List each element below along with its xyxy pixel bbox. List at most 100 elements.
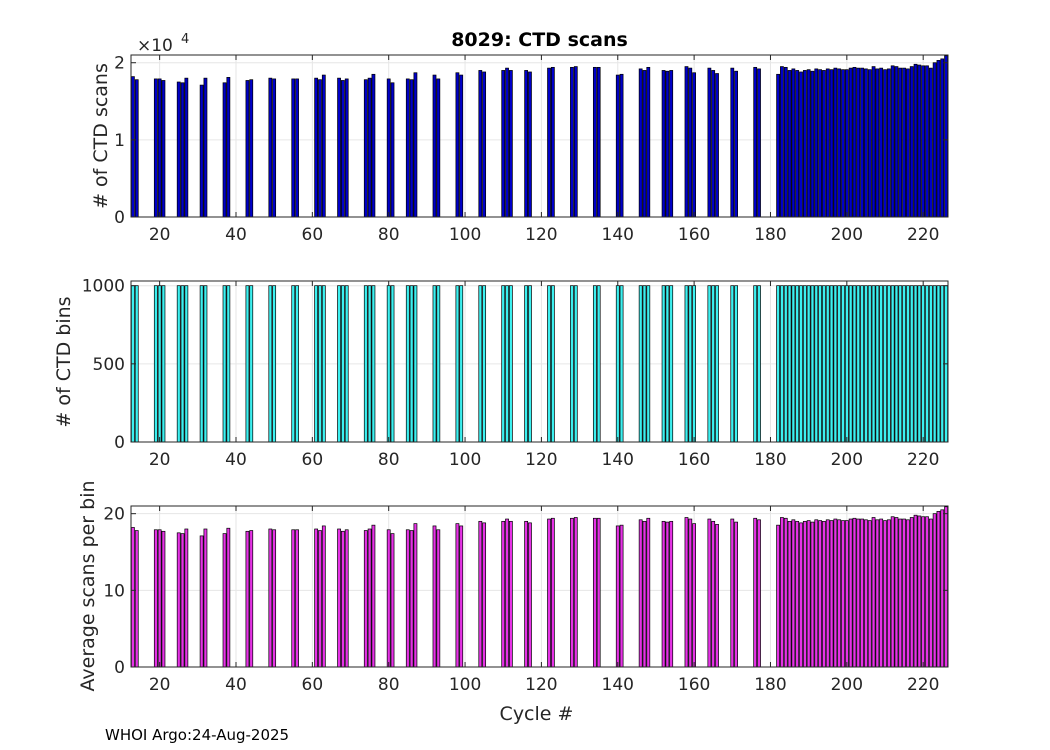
bar — [203, 77, 208, 218]
bar — [222, 533, 227, 668]
bar — [615, 525, 620, 668]
bar — [886, 68, 891, 218]
bar — [524, 70, 529, 218]
bar — [249, 79, 254, 218]
bar — [688, 285, 693, 443]
bar — [913, 514, 918, 668]
x-tick-label: 180 — [754, 450, 786, 470]
bar — [318, 530, 322, 668]
bar — [909, 66, 914, 218]
bar — [176, 285, 181, 443]
bar — [844, 520, 849, 668]
bar — [867, 520, 872, 668]
bar — [833, 285, 838, 443]
bar — [936, 511, 941, 668]
bar — [799, 71, 803, 218]
bar — [390, 82, 395, 218]
x-tick-label: 80 — [378, 450, 400, 470]
bar — [776, 524, 780, 668]
bar — [913, 285, 918, 443]
bar — [883, 69, 887, 218]
x-tick-label: 80 — [378, 225, 400, 245]
axes-box — [130, 505, 949, 668]
bar — [917, 64, 922, 218]
bar — [898, 518, 903, 668]
panel-1: 20 40 60 80 100 120 140 160 180 200 220 0 1 2# of CTD… — [90, 29, 949, 245]
bar — [272, 285, 277, 443]
bar — [321, 74, 326, 218]
bar — [157, 529, 162, 668]
bar — [837, 68, 842, 218]
bar — [337, 77, 341, 218]
bar — [711, 520, 716, 668]
bar — [180, 82, 185, 218]
bar — [802, 520, 807, 668]
bar — [455, 285, 460, 443]
bar — [413, 285, 418, 443]
bar — [856, 67, 861, 218]
bar — [906, 285, 910, 443]
bar — [291, 285, 296, 443]
bar — [711, 285, 716, 443]
bar — [592, 66, 597, 218]
bar — [841, 285, 845, 443]
x-tick-label: 60 — [302, 450, 324, 470]
bar — [318, 79, 322, 218]
bar — [871, 285, 876, 443]
y-tick-label: 0 — [114, 208, 125, 228]
bar — [776, 73, 780, 218]
bar — [818, 520, 822, 668]
bar — [291, 78, 296, 218]
bar — [291, 529, 296, 668]
bar — [780, 285, 784, 443]
y-tick-label: 1 — [114, 131, 125, 151]
x-tick-label: 80 — [378, 675, 400, 695]
bar — [936, 60, 941, 218]
bar — [642, 70, 647, 218]
x-tick-label: 100 — [449, 225, 481, 245]
bar — [226, 285, 231, 443]
y-tick-label: 0 — [114, 658, 125, 678]
bar — [184, 285, 189, 443]
bar — [482, 285, 487, 443]
bar — [134, 530, 139, 668]
bar — [528, 71, 532, 218]
bar — [272, 529, 277, 668]
bar — [386, 529, 391, 668]
bar — [321, 285, 326, 443]
exponent-label: ×10 — [137, 36, 173, 56]
y-tick-label: 2 — [114, 54, 125, 74]
bar — [810, 285, 815, 443]
bar — [795, 285, 800, 443]
bar — [837, 285, 842, 443]
bar — [730, 67, 735, 218]
x-tick-label: 200 — [831, 225, 863, 245]
bar — [852, 66, 857, 218]
bar — [921, 65, 926, 218]
bar — [436, 285, 441, 443]
bar — [944, 506, 948, 668]
bar — [734, 285, 738, 443]
bar — [272, 78, 277, 218]
bar — [757, 68, 761, 218]
bar — [860, 285, 864, 443]
bar — [371, 73, 376, 218]
bar — [646, 285, 651, 443]
bar — [344, 529, 349, 668]
bar — [524, 285, 529, 443]
bar — [501, 285, 506, 443]
bar — [780, 66, 784, 218]
bar — [844, 69, 849, 218]
bar — [936, 285, 941, 443]
bar — [757, 285, 761, 443]
bar — [176, 81, 181, 218]
x-tick-label: 180 — [754, 225, 786, 245]
bar — [902, 285, 906, 443]
bar — [688, 67, 693, 218]
bar — [386, 78, 391, 218]
bar — [337, 528, 341, 668]
y-tick-label: 1000 — [82, 277, 125, 297]
bar — [153, 285, 158, 443]
bar — [455, 72, 460, 218]
